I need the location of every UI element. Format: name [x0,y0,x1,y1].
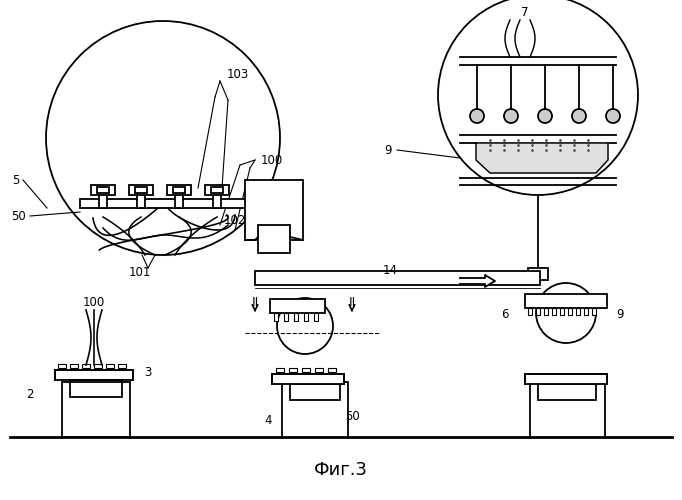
Bar [560,308,564,315]
Text: 100: 100 [261,154,283,166]
Bar [82,364,90,368]
Text: Фиг.3: Фиг.3 [314,461,368,479]
Bar [55,370,133,380]
Bar [99,194,107,208]
Bar [91,185,115,195]
Text: 4: 4 [264,414,271,426]
Bar [290,384,340,400]
Bar [302,368,310,372]
Text: II: II [252,296,258,308]
Bar [167,185,191,195]
Bar [304,313,308,321]
Bar [255,271,540,285]
Bar [245,180,303,240]
Bar [94,364,102,368]
Bar [289,368,297,372]
Bar [525,374,607,384]
Bar [106,364,114,368]
Bar [118,364,126,368]
Bar [213,194,221,208]
Bar [258,225,290,253]
Bar [576,308,580,315]
Bar [528,308,532,315]
Text: 14: 14 [383,264,398,276]
Bar [135,187,147,193]
Bar [276,368,284,372]
Bar [272,374,344,384]
Polygon shape [460,275,495,287]
Bar [173,187,185,193]
Circle shape [471,110,483,122]
Bar [552,308,556,315]
Text: 9: 9 [617,308,624,322]
Bar [70,380,122,397]
Text: 50: 50 [11,210,25,222]
Bar [97,187,109,193]
Text: 102: 102 [224,214,246,226]
Bar [274,313,278,321]
Circle shape [505,110,517,122]
Bar [137,194,145,208]
Bar [58,364,66,368]
Text: 5: 5 [12,174,20,186]
Bar [282,382,348,437]
Circle shape [607,110,619,122]
Polygon shape [476,143,608,173]
Bar [538,384,596,400]
Text: II: II [349,296,355,308]
Bar [270,299,325,313]
Text: 3: 3 [145,366,151,378]
Text: 103: 103 [227,68,249,82]
Text: 6: 6 [501,308,509,322]
Bar [211,187,223,193]
Bar [568,308,572,315]
Bar [528,268,548,280]
Bar [525,294,607,308]
Bar [328,368,336,372]
Bar [62,382,130,437]
Bar [592,308,596,315]
Text: 101: 101 [129,266,151,278]
Text: 7: 7 [521,6,529,18]
Text: 9: 9 [384,144,391,156]
Bar [80,199,252,208]
Bar [584,308,588,315]
Bar [536,308,540,315]
Bar [205,185,229,195]
Text: 2: 2 [26,388,33,402]
Bar [129,185,153,195]
Bar [315,368,323,372]
Bar [294,313,298,321]
Circle shape [539,110,551,122]
Text: 50: 50 [346,410,360,424]
Bar [314,313,318,321]
Bar [544,308,548,315]
Circle shape [573,110,585,122]
Text: 100: 100 [83,296,105,310]
Bar [530,382,605,437]
Bar [284,313,288,321]
Bar [70,364,78,368]
Bar [175,194,183,208]
